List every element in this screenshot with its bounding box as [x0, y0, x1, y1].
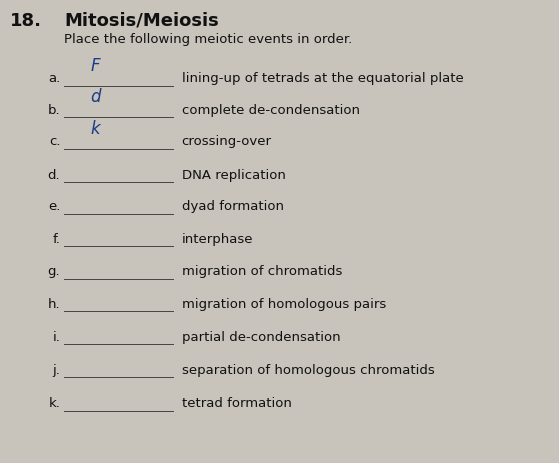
Text: j.: j. — [53, 364, 60, 377]
Text: d: d — [90, 88, 100, 106]
Text: separation of homologous chromatids: separation of homologous chromatids — [182, 364, 434, 377]
Text: d.: d. — [48, 169, 60, 181]
Text: migration of homologous pairs: migration of homologous pairs — [182, 298, 386, 311]
Text: a.: a. — [48, 72, 60, 85]
Text: e.: e. — [48, 200, 60, 213]
Text: h.: h. — [48, 298, 60, 311]
Text: interphase: interphase — [182, 233, 253, 246]
Text: crossing-over: crossing-over — [182, 135, 272, 148]
Text: 18.: 18. — [10, 12, 42, 30]
Text: migration of chromatids: migration of chromatids — [182, 265, 342, 278]
Text: Place the following meiotic events in order.: Place the following meiotic events in or… — [64, 33, 353, 46]
Text: lining-up of tetrads at the equatorial plate: lining-up of tetrads at the equatorial p… — [182, 72, 463, 85]
Text: DNA replication: DNA replication — [182, 169, 286, 181]
Text: i.: i. — [53, 331, 60, 344]
Text: tetrad formation: tetrad formation — [182, 397, 292, 410]
Text: dyad formation: dyad formation — [182, 200, 283, 213]
Text: k: k — [90, 120, 100, 138]
Text: c.: c. — [49, 135, 60, 148]
Text: partial de-condensation: partial de-condensation — [182, 331, 340, 344]
Text: k.: k. — [49, 397, 60, 410]
Text: f.: f. — [53, 233, 60, 246]
Text: Mitosis/Meiosis: Mitosis/Meiosis — [64, 12, 219, 30]
Text: complete de-condensation: complete de-condensation — [182, 104, 359, 117]
Text: b.: b. — [48, 104, 60, 117]
Text: F: F — [90, 57, 100, 75]
Text: g.: g. — [48, 265, 60, 278]
